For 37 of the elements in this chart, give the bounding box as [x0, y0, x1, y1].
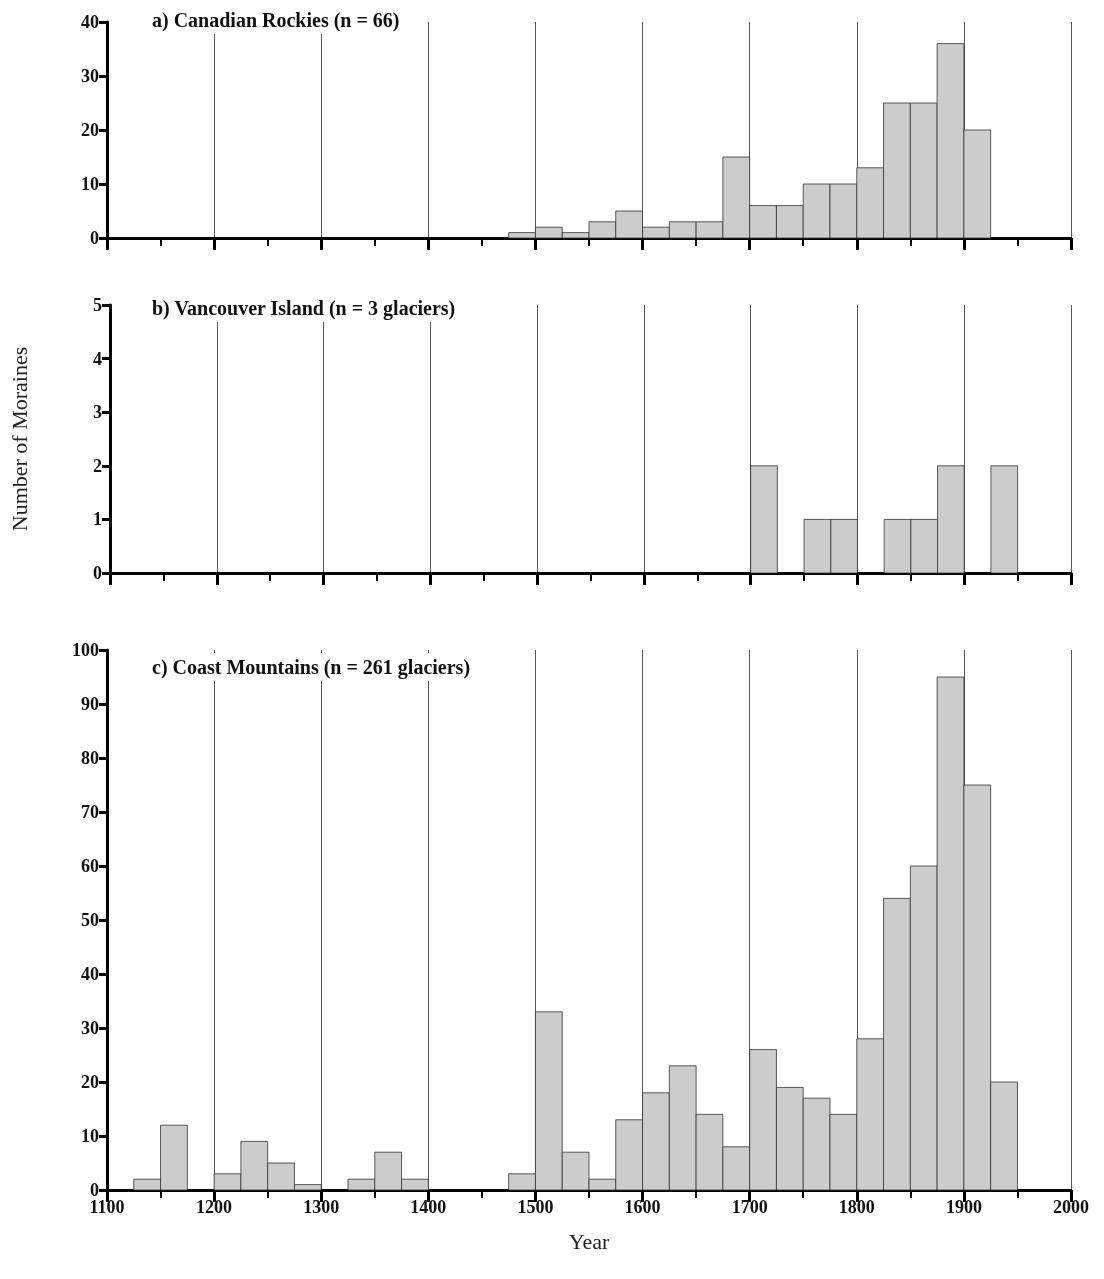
- y-tick-label: 0: [90, 228, 99, 248]
- y-tick-label: 10: [81, 1126, 99, 1146]
- x-axis-title: Year: [568, 1228, 610, 1254]
- chart-title: b) Vancouver Island (n = 3 glaciers): [152, 297, 456, 320]
- y-tick-label: 0: [90, 1180, 99, 1200]
- y-tick-label: 5: [93, 295, 102, 315]
- chart-title: c) Coast Mountains (n = 261 glaciers): [152, 656, 471, 679]
- y-tick-label: 40: [81, 964, 99, 984]
- y-tick-label: 1: [93, 509, 102, 530]
- y-tick-label: 90: [81, 694, 99, 714]
- x-tick-label: 1400: [410, 1197, 447, 1217]
- y-tick-label: 30: [81, 66, 99, 86]
- y-tick-label: 10: [81, 174, 99, 194]
- y-axis-title: Number of Moraines: [6, 346, 32, 532]
- y-tick-label: 3: [93, 402, 102, 423]
- y-tick-label: 50: [81, 910, 99, 930]
- y-tick-label: 100: [72, 640, 99, 660]
- y-tick-label: 80: [81, 748, 99, 768]
- y-tick-label: 60: [81, 856, 99, 876]
- x-tick-label: 1700: [731, 1197, 768, 1217]
- x-tick-label: 1900: [945, 1197, 982, 1217]
- chart-title: a) Canadian Rockies (n = 66): [152, 9, 400, 32]
- x-tick-label: 2000: [1053, 1197, 1089, 1217]
- y-tick-label: 70: [81, 802, 99, 822]
- x-tick-label: 1200: [196, 1197, 233, 1217]
- y-tick-label: 20: [81, 120, 99, 140]
- y-tick-label: 2: [93, 455, 102, 476]
- x-tick-label: 1800: [838, 1197, 875, 1217]
- y-tick-label: 0: [93, 563, 102, 583]
- x-tick-label: 1300: [303, 1197, 340, 1217]
- y-tick-label: 40: [81, 12, 99, 32]
- x-tick-label: 1500: [517, 1197, 554, 1217]
- y-tick-label: 30: [81, 1018, 99, 1038]
- y-tick-label: 20: [81, 1072, 99, 1092]
- x-tick-label: 1100: [89, 1197, 125, 1217]
- x-tick-label: 1600: [624, 1197, 661, 1217]
- y-tick-label: 4: [93, 348, 102, 369]
